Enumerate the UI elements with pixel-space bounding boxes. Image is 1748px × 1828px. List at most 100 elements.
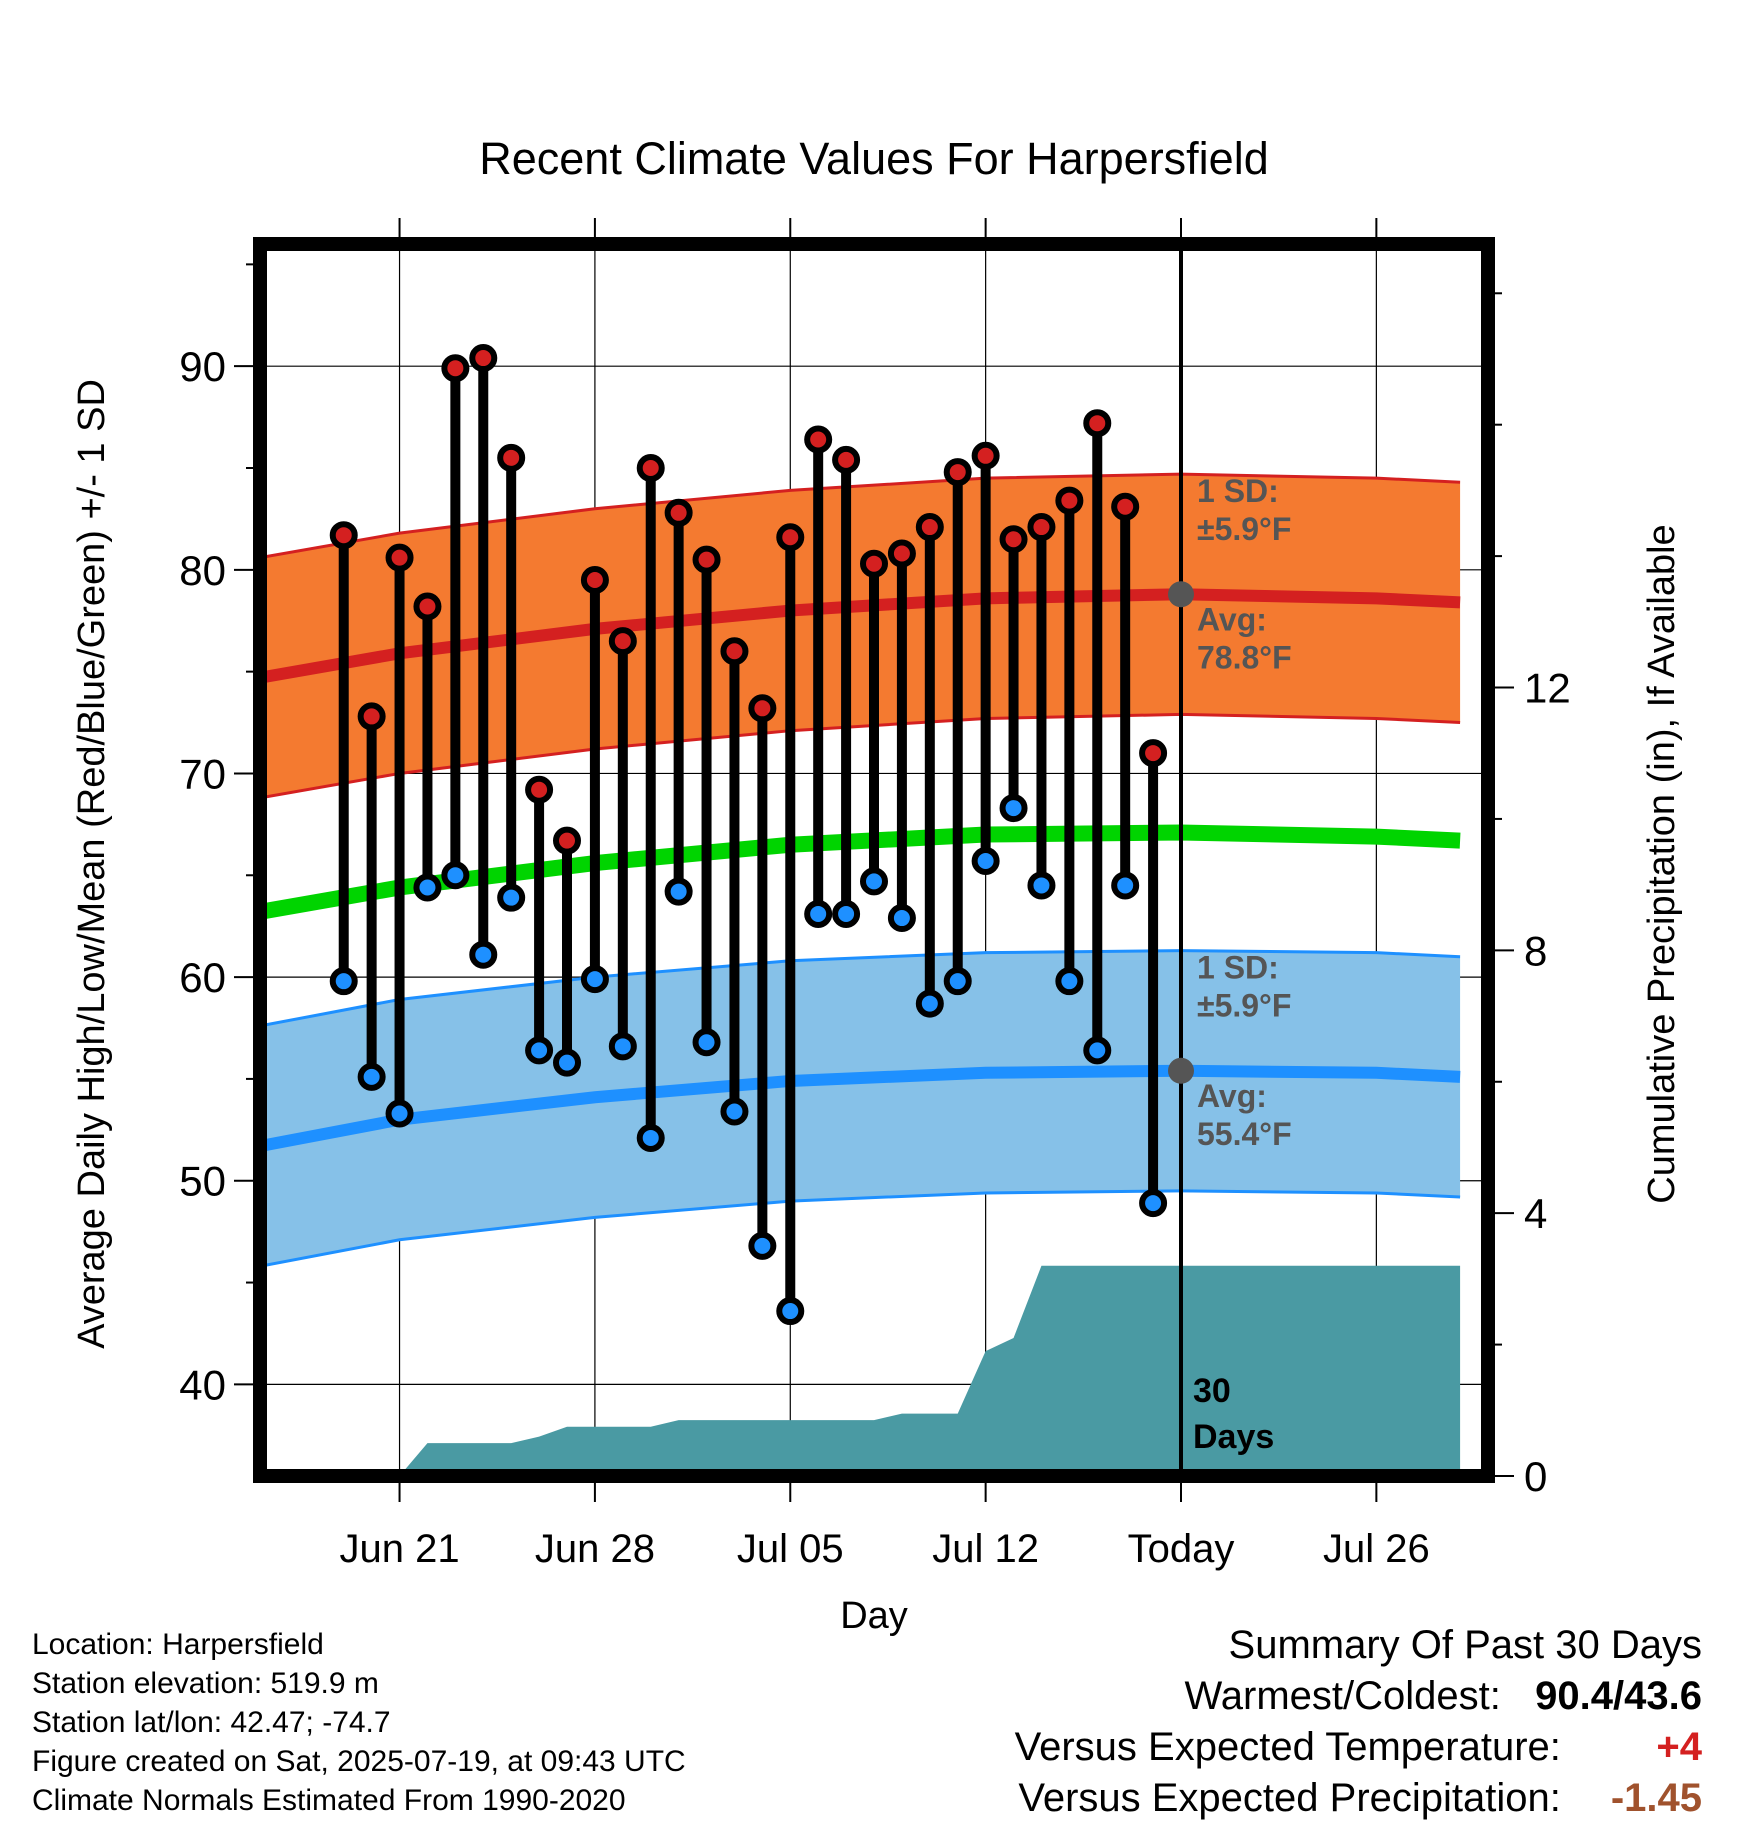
temp-value: +4 [1656,1725,1702,1769]
summary-temp: Versus Expected Temperature: +4 [1015,1722,1702,1773]
station-info: Location: Harpersfield Station elevation… [32,1625,686,1820]
y-tick-label: 60 [179,954,226,1001]
daily-high-point [1083,409,1112,438]
daily-low-point [525,1036,554,1065]
y2-tick-label: 12 [1524,665,1571,712]
daily-high-point [636,454,665,482]
daily-high-point [1027,513,1056,542]
daily-high-point [1111,492,1140,521]
y-tick-label: 80 [179,547,226,594]
daily-low-point [692,1028,721,1057]
daily-low-point [636,1123,665,1152]
warm-cold-label: Warmest/Coldest: [1184,1674,1501,1718]
daily-high-point [943,458,972,487]
daily-high-point [804,425,833,454]
temp-label: Versus Expected Temperature: [1014,1725,1561,1769]
daily-low-point [943,967,972,996]
climate-normals-note: Climate Normals Estimated From 1990-2020 [32,1784,626,1817]
y-tick-label: 40 [179,1361,226,1408]
plot-clipped-group [260,244,1488,1476]
daily-low-point [441,861,470,890]
daily-high-point [1055,486,1084,515]
daily-low-point [1027,871,1056,900]
daily-high-point [1139,739,1168,768]
daily-high-point [357,702,386,731]
station-latlon: Station lat/lon: 42.47; -74.7 [32,1706,391,1739]
figure-created: Figure created on Sat, 2025-07-19, at 09… [32,1745,686,1778]
station-location: Location: Harpersfield [32,1628,324,1661]
daily-low-point [385,1099,414,1128]
y2-axis-label: Cumulative Precipitation (in), If Availa… [1641,524,1683,1203]
daily-high-point [525,775,554,804]
daily-high-point [887,539,916,568]
x-tick-label: Jun 28 [535,1527,655,1571]
low-avg-value: 55.4°F [1197,1116,1292,1152]
y-tick-label: 70 [179,750,226,797]
low-avg-label: Avg: [1197,1078,1267,1114]
x-tick-label: Jul 12 [932,1527,1039,1571]
daily-low-point [887,904,916,933]
daily-high-point [385,543,414,572]
daily-high-point [553,826,581,855]
daily-high-point [720,637,749,666]
daily-high-point [692,545,721,574]
daily-low-point [776,1297,805,1326]
daily-low-point [329,967,358,996]
station-elevation: Station elevation: 519.9 m [32,1667,379,1700]
daily-low-point [1055,967,1084,996]
daily-high-point [441,354,470,383]
warm-cold-value: 90.4/43.6 [1535,1674,1702,1718]
days-marker-label: Days [1193,1418,1274,1456]
daily-high-point [664,498,693,527]
y-tick-label: 50 [179,1158,226,1205]
plot-frame [253,237,1495,1483]
daily-low-point [413,873,442,902]
precip-value: -1.45 [1610,1776,1702,1820]
low-sd-upper-edge [260,949,1461,1028]
daily-high-point [497,443,526,472]
precip-label: Versus Expected Precipitation: [1018,1776,1561,1820]
chart-title: Recent Climate Values For Harpersfield [479,133,1268,184]
daily-high-point [748,694,777,723]
daily-low-point [553,1048,581,1077]
daily-low-point [999,794,1028,823]
summary-warm-cold: Warmest/Coldest: 90.4/43.6 [1015,1671,1703,1722]
low-sd-value: ±5.9°F [1197,988,1291,1024]
daily-low-point [608,1032,637,1061]
daily-low-point [1139,1189,1168,1218]
high-avg-value: 78.8°F [1197,639,1292,675]
daily-low-point [1111,871,1140,900]
x-tick-label: Jun 21 [339,1527,459,1571]
high-sd-upper-edge [260,472,1461,560]
daily-low-point [915,989,944,1018]
y2-tick-label: 8 [1524,927,1547,974]
daily-high-point [608,627,637,656]
daily-high-point [971,441,1000,470]
mean-normal-line [260,824,1461,920]
daily-low-point [748,1231,777,1260]
x-tick-label: Jul 26 [1323,1527,1430,1571]
daily-low-point [832,899,861,928]
today-high-avg-marker [1168,581,1194,608]
summary-panel: Summary Of Past 30 Days Warmest/Coldest:… [1015,1620,1702,1824]
daily-high-point [915,513,944,542]
daily-low-point [580,965,609,994]
y-tick-label: 90 [179,343,226,390]
low-sd-band [260,950,1461,1267]
daily-high-point [776,523,805,552]
high-sd-band [260,474,1461,798]
daily-low-point [1083,1036,1112,1065]
daily-low-point [860,867,888,896]
high-sd-label: 1 SD: [1197,473,1279,509]
daily-high-point [999,525,1028,554]
daily-high-point [580,566,609,594]
x-tick-label: Jul 05 [737,1527,844,1571]
daily-low-point [357,1062,386,1091]
today-low-avg-marker [1168,1057,1194,1084]
low-normal-line [260,1064,1461,1153]
daily-high-point [832,445,861,474]
low-sd-lower-edge [260,1189,1461,1268]
y2-tick-label: 0 [1524,1453,1547,1500]
